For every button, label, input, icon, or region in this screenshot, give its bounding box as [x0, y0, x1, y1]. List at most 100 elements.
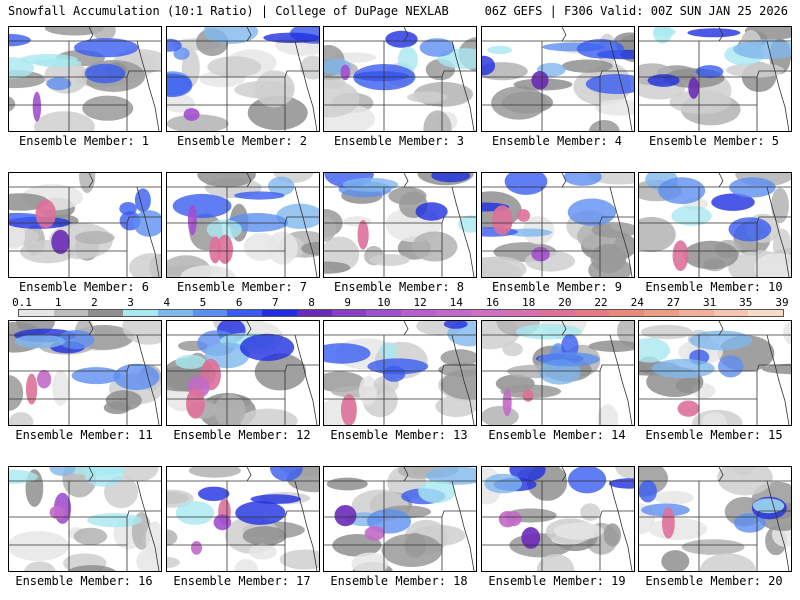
- snowfall-contour: [687, 28, 741, 38]
- state-boundary: [246, 173, 252, 188]
- snowfall-contour: [136, 547, 161, 571]
- heavy-snow-core: [341, 394, 357, 425]
- snowfall-contour: [718, 355, 744, 378]
- snowfall-contour: [87, 513, 142, 528]
- state-boundary: [561, 467, 567, 482]
- snowfall-map: [482, 173, 634, 277]
- snowfall-contour: [122, 321, 161, 345]
- snowfall-contour: [700, 553, 756, 571]
- snowfall-contour: [647, 74, 680, 87]
- snowfall-contour: [73, 527, 108, 546]
- snowfall-map: [167, 27, 319, 131]
- state-boundary: [451, 186, 475, 277]
- snowfall-map: [9, 27, 161, 131]
- heavy-snow-core: [531, 71, 549, 90]
- member-label: Ensemble Member: 8: [333, 280, 465, 294]
- state-boundary: [246, 321, 252, 336]
- member-map-6: [8, 172, 162, 278]
- state-boundary: [88, 467, 94, 482]
- legend-swatch: [435, 310, 471, 316]
- snowfall-contour: [235, 501, 286, 525]
- snowfall-contour: [84, 63, 126, 84]
- snowfall-contour: [129, 253, 161, 277]
- snowfall-contour: [324, 343, 371, 364]
- state-boundary: [403, 467, 409, 482]
- legend-level-label: 14: [449, 296, 463, 309]
- snowfall-contour: [411, 231, 458, 262]
- member-map-19: [481, 466, 635, 572]
- member-label: Ensemble Member: 10: [645, 280, 783, 294]
- snowfall-contour: [49, 467, 76, 476]
- snowfall-contour: [46, 77, 72, 91]
- snowfall-contour: [594, 99, 634, 116]
- snowfall-contour: [9, 222, 26, 250]
- snowfall-contour: [9, 33, 31, 47]
- map-title: Snowfall Accumulation (10:1 Ratio) | Col…: [8, 4, 449, 18]
- snowfall-contour: [167, 73, 193, 98]
- legend-swatch: [123, 310, 158, 316]
- snowfall-contour: [175, 501, 215, 525]
- heavy-snow-core: [209, 236, 222, 264]
- member-map-4: [481, 26, 635, 132]
- snowfall-contour: [326, 477, 368, 491]
- snowfall-contour: [431, 173, 471, 183]
- state-boundary: [136, 186, 160, 277]
- state-boundary: [766, 334, 790, 425]
- legend-swatch: [331, 310, 367, 316]
- snowfall-contour: [419, 38, 455, 57]
- legend-swatch: [157, 310, 193, 316]
- state-boundary: [766, 40, 790, 131]
- snowfall-contour: [639, 338, 670, 363]
- heavy-snow-core: [357, 220, 369, 250]
- snowfall-contour: [397, 46, 418, 73]
- legend-swatch: [227, 310, 263, 316]
- snowfall-contour: [44, 27, 105, 36]
- heavy-snow-core: [340, 64, 351, 81]
- snowfall-contour: [263, 32, 319, 43]
- snowfall-map: [639, 27, 791, 131]
- snowfall-contour: [14, 334, 65, 349]
- snowfall-contour: [639, 480, 657, 503]
- snowfall-contour: [783, 321, 791, 345]
- snowfall-contour: [9, 531, 69, 561]
- member-label: Ensemble Member: 1: [18, 134, 150, 148]
- snowfall-contour: [653, 27, 676, 37]
- heavy-snow-core: [364, 526, 385, 541]
- member-map-20: [638, 466, 792, 572]
- snowfall-map: [482, 467, 634, 571]
- heavy-snow-core: [186, 388, 205, 419]
- member-label: Ensemble Member: 18: [330, 574, 468, 588]
- snowfall-contour: [367, 358, 429, 375]
- snowfall-contour: [568, 467, 607, 494]
- legend-level-label: 8: [308, 296, 315, 309]
- state-boundary: [451, 480, 475, 571]
- snowfall-contour: [84, 467, 125, 487]
- snowfall-map: [9, 173, 161, 277]
- state-boundary: [88, 321, 94, 336]
- legend-swatch: [401, 310, 436, 316]
- snowfall-map: [324, 321, 476, 425]
- snowfall-contour: [484, 473, 523, 494]
- snowfall-contour: [491, 86, 547, 120]
- snowfall-contour: [239, 408, 298, 425]
- heavy-snow-core: [217, 234, 233, 264]
- heavy-snow-core: [49, 505, 66, 520]
- state-boundary: [294, 480, 318, 571]
- legend-swatch: [192, 310, 228, 316]
- legend-swatch: [713, 310, 749, 316]
- snowfall-contour: [34, 111, 95, 131]
- member-label: Ensemble Member: 9: [491, 280, 623, 294]
- snowfall-contour: [591, 221, 634, 238]
- snowfall-contour: [701, 412, 727, 425]
- snowfall-map: [9, 467, 161, 571]
- member-label: Ensemble Member: 19: [488, 574, 626, 588]
- snowfall-contour: [369, 254, 410, 266]
- snowfall-contour: [640, 324, 693, 340]
- heavy-snow-core: [51, 229, 70, 254]
- state-boundary: [609, 480, 633, 571]
- snowfall-map: [324, 173, 476, 277]
- heavy-snow-core: [183, 108, 200, 121]
- snowfall-contour: [203, 27, 258, 44]
- snowfall-contour: [175, 354, 206, 369]
- snowfall-contour: [423, 110, 452, 131]
